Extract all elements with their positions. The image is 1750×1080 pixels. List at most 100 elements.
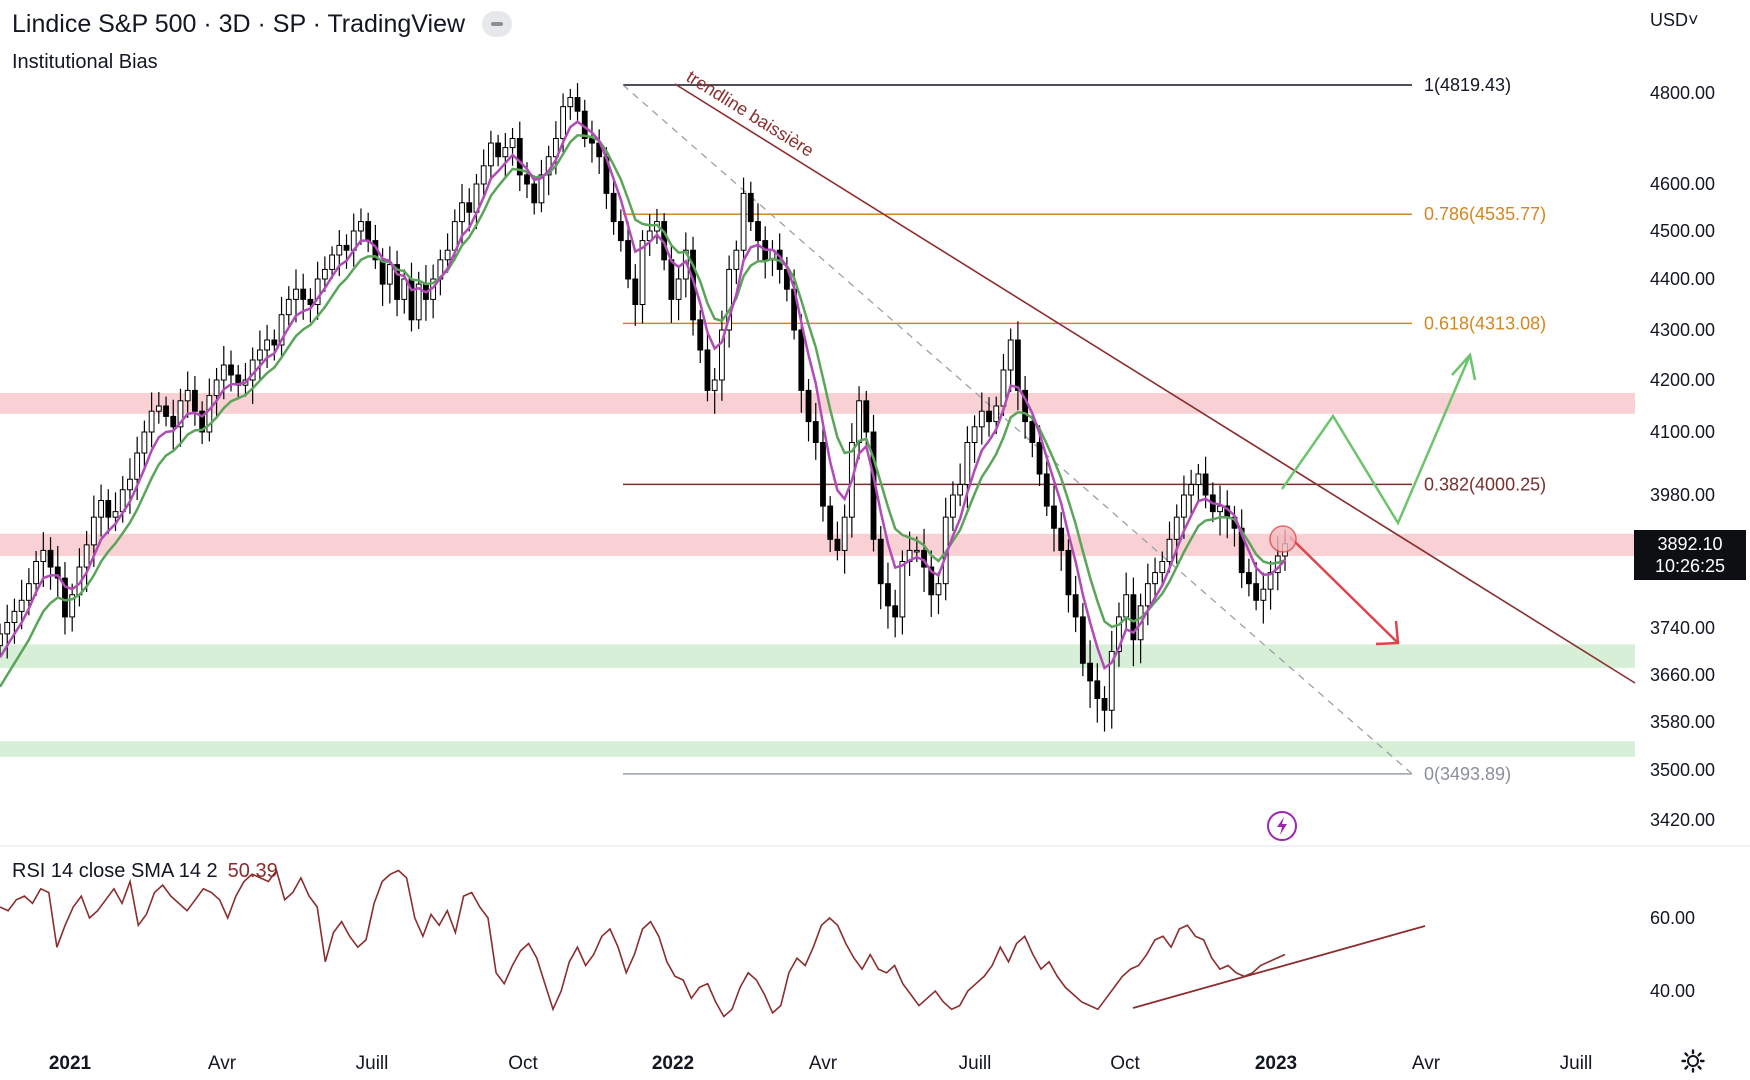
candle-body [0, 633, 3, 647]
candle-body [40, 549, 47, 563]
candle-body [1144, 583, 1151, 607]
time-axis-label: Oct [1110, 1053, 1140, 1074]
candle-body [134, 452, 141, 480]
candle-body [401, 278, 408, 300]
lightning-icon[interactable] [1266, 810, 1298, 842]
candle-body [199, 410, 206, 433]
candle-body [459, 202, 465, 223]
candle-body [747, 192, 754, 223]
candle-body [1072, 594, 1079, 618]
candle-body [379, 259, 386, 285]
rsi-legend-label: RSI 14 close SMA 14 2 [12, 860, 218, 882]
candle-body [4, 621, 11, 635]
indicator-label: Institutional Bias [12, 51, 158, 73]
bearish-projection-arrow [1289, 536, 1399, 644]
candle-body [163, 405, 169, 417]
candle-body [1087, 662, 1093, 682]
candle-body [112, 511, 119, 518]
candle-body [964, 442, 971, 485]
fib-level-label: 0.382(4000.25) [1424, 474, 1546, 494]
price-axis-tick: 4200.00 [1650, 370, 1715, 390]
candle-body [798, 329, 805, 391]
rsi-legend-value: 50.39 [227, 860, 278, 882]
candle-body [1007, 339, 1014, 371]
candle-body [62, 577, 68, 618]
candle-body [1181, 494, 1187, 518]
candle-body [487, 142, 494, 167]
candle-body [184, 389, 191, 402]
rsi-axis-tick: 60.00 [1650, 908, 1695, 928]
candle-body [192, 389, 198, 412]
candle-body [1130, 594, 1137, 641]
candle-body [1238, 527, 1245, 574]
candle-body [625, 240, 631, 280]
candle-body [1043, 473, 1050, 507]
resistance-zone [0, 393, 1635, 414]
fib-level-label: 0(3493.89) [1424, 764, 1511, 784]
candle-body [986, 410, 992, 423]
price-axis-tick: 4300.00 [1650, 320, 1715, 340]
candle-body [632, 278, 639, 305]
candle-body [1253, 583, 1260, 601]
candle-body [1217, 505, 1223, 513]
time-axis-label: 2021 [49, 1053, 92, 1074]
candle-body [1260, 588, 1267, 601]
candle-body [820, 442, 826, 507]
price-axis-tick: 4100.00 [1650, 422, 1715, 442]
time-axis-label: Juill [959, 1053, 992, 1074]
price-axis-tick: 4600.00 [1650, 174, 1715, 194]
candle-body [278, 314, 285, 346]
candle-body [1101, 698, 1108, 711]
minus-pill-icon[interactable] [482, 11, 512, 37]
candle-body [300, 288, 307, 300]
candle-body [574, 97, 581, 112]
candle-body [90, 516, 97, 546]
ema-slow-line [0, 134, 1286, 688]
bullish-projection-arrow [1280, 354, 1472, 526]
price-axis-tick: 3500.00 [1650, 760, 1715, 780]
candle-body [639, 240, 646, 306]
candle-body [141, 431, 148, 454]
candle-body [1036, 442, 1043, 475]
candle-body [271, 339, 278, 346]
candle-body [885, 583, 891, 607]
candle-body [950, 494, 956, 518]
currency-selector[interactable]: USD˅ [1650, 10, 1699, 30]
candle-body [1029, 421, 1036, 444]
candle-body [740, 192, 747, 251]
candle-body [444, 249, 451, 261]
candle-body [69, 594, 76, 618]
candle-body [1267, 572, 1274, 590]
candle-body [1159, 561, 1166, 574]
candle-body [834, 538, 841, 551]
gear-icon[interactable] [1681, 1049, 1705, 1073]
trendline-label: trendline baissière [683, 66, 817, 160]
candle-body [589, 138, 595, 144]
candle-body [509, 138, 516, 149]
candle-body [538, 174, 545, 204]
rsi-trendline [1132, 925, 1426, 1009]
candle-body [1173, 516, 1180, 540]
candle-body [329, 254, 335, 270]
candle-body [1152, 572, 1158, 585]
candle-body [18, 599, 25, 612]
candle-body [1246, 572, 1252, 585]
candle-body [913, 549, 920, 553]
candle-body [321, 268, 328, 280]
candle-body [827, 505, 834, 540]
fib-diagonal [622, 84, 1413, 775]
candle-body [314, 278, 321, 305]
candle-body [978, 410, 985, 428]
candle-body [1014, 339, 1021, 391]
candle-body [264, 339, 271, 351]
candle-body [617, 221, 624, 242]
candle-body [480, 165, 487, 185]
candle-body [177, 400, 184, 428]
candle-body [899, 561, 906, 618]
time-axis-label: Avr [1412, 1053, 1441, 1074]
rsi-legend: RSI 14 close SMA 14 2 50.39 [12, 860, 278, 883]
candle-body [805, 389, 812, 423]
candle-body [394, 264, 400, 300]
bullish-arrow-head [1451, 352, 1477, 381]
